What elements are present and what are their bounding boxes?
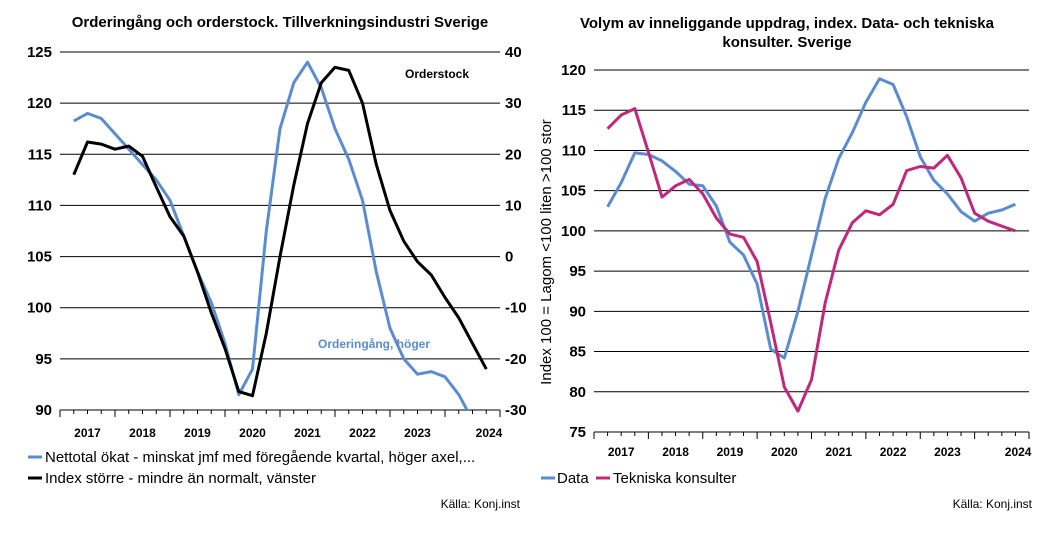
legend-label-nettotal: Nettotal ökat - minskat jmf med föregåen… <box>45 449 475 466</box>
right-y-tick-label: 120 <box>561 62 586 79</box>
right-y-tick-label: 30 <box>505 95 522 112</box>
right-y-tick-label: 100 <box>561 223 586 240</box>
right-y-axis-label: Index 100 = Lagom <100 liten >100 stor <box>538 119 555 385</box>
right-y-tick-label: -10 <box>505 300 527 317</box>
left-x-axis: 2017 2018 2019 2020 2021 2022 2023 2024 <box>59 409 503 440</box>
right-y-tick-label: 80 <box>569 384 586 401</box>
left-y-tick-label: 125 <box>27 44 52 61</box>
left-y-tick-label: 115 <box>28 146 52 163</box>
left-gridlines <box>60 51 500 411</box>
right-chart-title-line-1: Volym av inneliggande uppdrag, index. Da… <box>580 15 995 32</box>
series-line-tekniska-konsulter <box>606 107 1016 413</box>
left-y-axis-right-ticks: 40 30 20 10 0 -10 -20 -30 <box>505 44 527 419</box>
left-chart: Orderingång och orderstock. Tillverkning… <box>27 14 527 511</box>
series-line-index <box>72 65 488 398</box>
series-line-nettotal <box>73 60 469 410</box>
right-y-tick-label: 115 <box>562 102 586 119</box>
right-x-tick-label: 2023 <box>934 445 961 459</box>
right-x-tick-label: 2022 <box>880 445 907 459</box>
right-y-tick-label: 40 <box>505 44 522 61</box>
legend-label-tekniska: Tekniska konsulter <box>613 470 736 487</box>
right-legend: Data Tekniska konsulter <box>541 470 736 487</box>
right-x-tick-label: 2018 <box>662 445 689 459</box>
right-y-tick-label: 85 <box>569 344 586 361</box>
left-x-tick-label: 2020 <box>239 426 266 440</box>
right-y-tick-label: 20 <box>505 146 522 163</box>
right-chart: Volym av inneliggande uppdrag, index. Da… <box>538 15 1033 511</box>
right-x-tick-label: 2017 <box>608 445 635 459</box>
left-y-tick-label: 90 <box>35 402 52 419</box>
left-y-tick-label: 105 <box>27 249 52 266</box>
right-x-axis: 2017 2018 2019 2020 2021 2022 2023 2024 <box>593 431 1032 459</box>
right-y-tick-label: 90 <box>569 303 586 320</box>
right-x-tick-label: 2024 <box>1005 445 1032 459</box>
annotation-orderstock: Orderstock <box>405 67 469 81</box>
left-source: Källa: Konj.inst <box>441 497 521 511</box>
right-chart-title-line-2: konsulter. Sverige <box>722 34 851 51</box>
right-y-tick-label: 0 <box>505 249 513 266</box>
left-x-tick-label: 2023 <box>404 426 431 440</box>
left-x-tick-label: 2017 <box>74 426 101 440</box>
annotation-orderingang: Orderingång, höger <box>318 337 430 351</box>
right-x-tick-label: 2020 <box>771 445 798 459</box>
left-x-tick-label: 2018 <box>129 426 156 440</box>
left-y-tick-label: 110 <box>28 197 52 214</box>
right-y-axis-ticks: 120 115 110 105 100 95 90 85 80 75 <box>561 62 586 441</box>
right-series-lines <box>606 77 1016 413</box>
left-series-lines <box>72 60 488 410</box>
right-y-tick-label: 75 <box>569 424 586 441</box>
right-source: Källa: Konj.inst <box>953 497 1033 511</box>
right-y-tick-label: 110 <box>562 142 586 159</box>
left-x-tick-label: 2021 <box>294 426 321 440</box>
left-x-tick-label: 2019 <box>184 426 211 440</box>
left-x-tick-label: 2022 <box>349 426 376 440</box>
legend-label-data: Data <box>557 470 589 487</box>
left-y-tick-label: 120 <box>27 95 52 112</box>
right-y-tick-label: 10 <box>505 197 522 214</box>
right-y-tick-label: 95 <box>569 263 586 280</box>
right-x-tick-label: 2021 <box>825 445 852 459</box>
left-legend: Nettotal ökat - minskat jmf med föregåen… <box>28 449 475 487</box>
left-y-tick-label: 95 <box>35 351 52 368</box>
left-y-axis-left-ticks: 125 120 115 110 105 100 95 90 <box>27 44 52 419</box>
right-x-tick-label: 2019 <box>717 445 744 459</box>
left-x-tick-label: 2024 <box>476 426 503 440</box>
left-chart-title: Orderingång och orderstock. Tillverkning… <box>72 14 489 31</box>
right-y-tick-label: -30 <box>505 402 527 419</box>
left-y-tick-label: 100 <box>27 300 52 317</box>
legend-label-index: Index större - mindre än normalt, vänste… <box>45 470 316 487</box>
right-y-tick-label: 105 <box>561 183 586 200</box>
series-line-data <box>606 77 1016 360</box>
right-y-tick-label: -20 <box>505 351 527 368</box>
